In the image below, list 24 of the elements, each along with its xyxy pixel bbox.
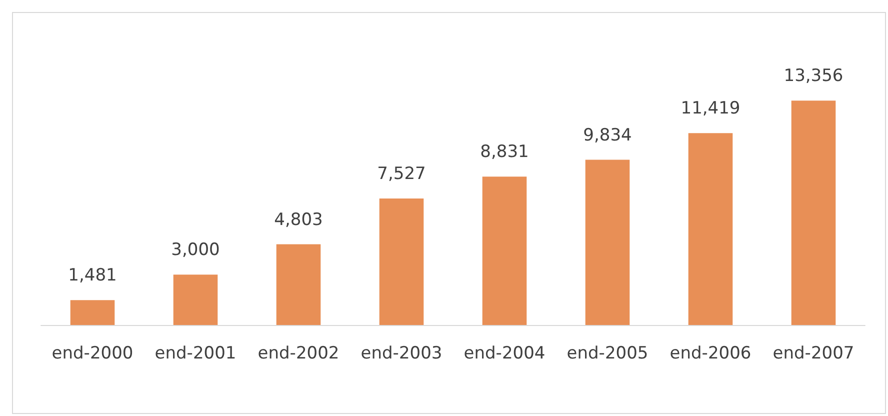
bar <box>585 160 630 325</box>
x-tick-label: end-2006 <box>670 344 752 364</box>
data-label: 8,831 <box>480 142 529 162</box>
data-label: 9,834 <box>583 125 632 146</box>
x-tick-label: end-2004 <box>464 344 546 364</box>
data-label: 11,419 <box>680 98 740 119</box>
data-label: 4,803 <box>274 210 323 230</box>
data-label: 3,000 <box>171 240 220 260</box>
x-tick-label: end-2000 <box>52 344 134 364</box>
x-tick-label: end-2005 <box>566 344 648 364</box>
bar <box>276 244 321 325</box>
data-label: 1,481 <box>68 266 117 286</box>
data-label: 7,527 <box>377 164 426 184</box>
x-tick-label: end-2003 <box>360 344 442 364</box>
x-tick-label: end-2002 <box>258 344 340 364</box>
x-tick-label: end-2001 <box>154 344 236 364</box>
bar <box>379 198 424 325</box>
data-label: 13,356 <box>784 66 844 86</box>
bar <box>70 300 115 325</box>
bar <box>482 176 527 325</box>
bar <box>791 100 836 325</box>
bar <box>173 274 218 325</box>
x-tick-label: end-2007 <box>772 344 854 364</box>
bar <box>688 133 733 325</box>
